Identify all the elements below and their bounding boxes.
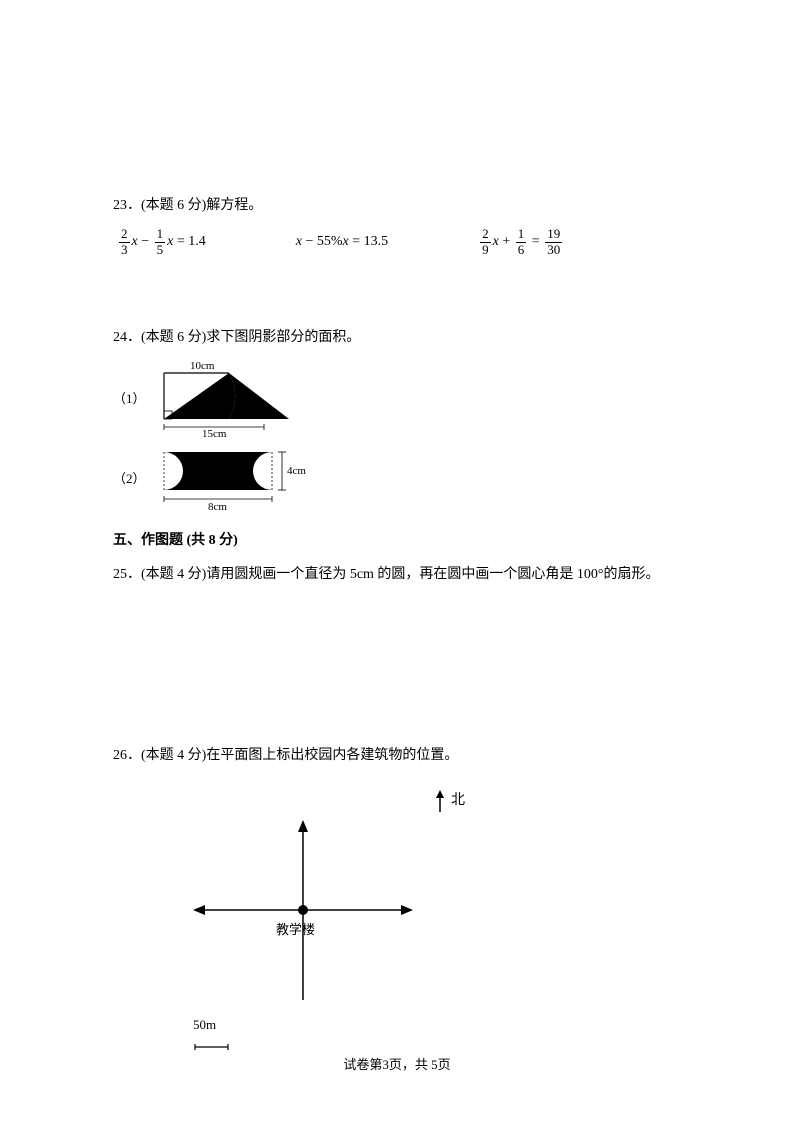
q24-fig1-svg: 10cm 15cm bbox=[154, 359, 294, 439]
q23-eq1: 2 3 x − 1 5 x = 1.4 bbox=[117, 227, 206, 257]
section5-title: 五、作图题 (共 8 分) bbox=[113, 529, 681, 549]
fig1-shaded bbox=[164, 373, 235, 419]
fig2-height-label: 4cm bbox=[287, 465, 306, 477]
question-23: 23．(本题 6 分)解方程。 2 3 x − 1 5 x = 1.4 x − … bbox=[113, 195, 681, 257]
north-indicator: 北 bbox=[433, 790, 465, 812]
building-label: 教学楼 bbox=[276, 920, 315, 941]
q24-fig1-row: （1） 10cm 15cm bbox=[113, 359, 681, 439]
center-point bbox=[298, 905, 308, 915]
q24-fig2-label: （2） bbox=[113, 469, 146, 490]
q26-header: 26．(本题 4 分)在平面图上标出校园内各建筑物的位置。 bbox=[113, 745, 681, 767]
scale-bracket-icon bbox=[193, 1042, 233, 1052]
q24-header: 24．(本题 6 分)求下图阴影部分的面积。 bbox=[113, 327, 681, 349]
question-24: 24．(本题 6 分)求下图阴影部分的面积。 （1） 10cm 15cm （2） bbox=[113, 327, 681, 514]
compass-axes bbox=[193, 820, 413, 1010]
q23-eq3: 2 9 x + 1 6 = 19 30 bbox=[478, 227, 564, 257]
fig1-top-label: 10cm bbox=[190, 360, 215, 372]
compass-diagram: 北 教学楼 50m bbox=[173, 785, 493, 1065]
question-25: 25．(本题 4 分)请用圆规画一个直径为 5cm 的圆，再在圆中画一个圆心角是… bbox=[113, 564, 681, 736]
q23-equations: 2 3 x − 1 5 x = 1.4 x − 55%x = 13.5 2 9 … bbox=[113, 227, 681, 257]
q25-workspace bbox=[113, 597, 681, 737]
page-footer: 试卷第3页，共 5页 bbox=[0, 1054, 794, 1073]
question-26: 26．(本题 4 分)在平面图上标出校园内各建筑物的位置。 北 教学楼 50m bbox=[113, 745, 681, 1065]
fig2-width-label: 8cm bbox=[208, 501, 227, 513]
fig1-bottom-label: 15cm bbox=[202, 428, 227, 439]
q24-fig1-label: （1） bbox=[113, 389, 146, 410]
q24-fig2-svg: 4cm 8cm bbox=[154, 444, 314, 514]
q23-header: 23．(本题 6 分)解方程。 bbox=[113, 195, 681, 217]
q24-fig2-row: （2） 4cm 8cm bbox=[113, 444, 681, 514]
north-arrow-icon bbox=[433, 790, 447, 812]
q25-header: 25．(本题 4 分)请用圆规画一个直径为 5cm 的圆，再在圆中画一个圆心角是… bbox=[113, 564, 681, 586]
q23-eq2: x − 55%x = 13.5 bbox=[296, 231, 388, 253]
q24-figures: （1） 10cm 15cm （2） bbox=[113, 359, 681, 514]
